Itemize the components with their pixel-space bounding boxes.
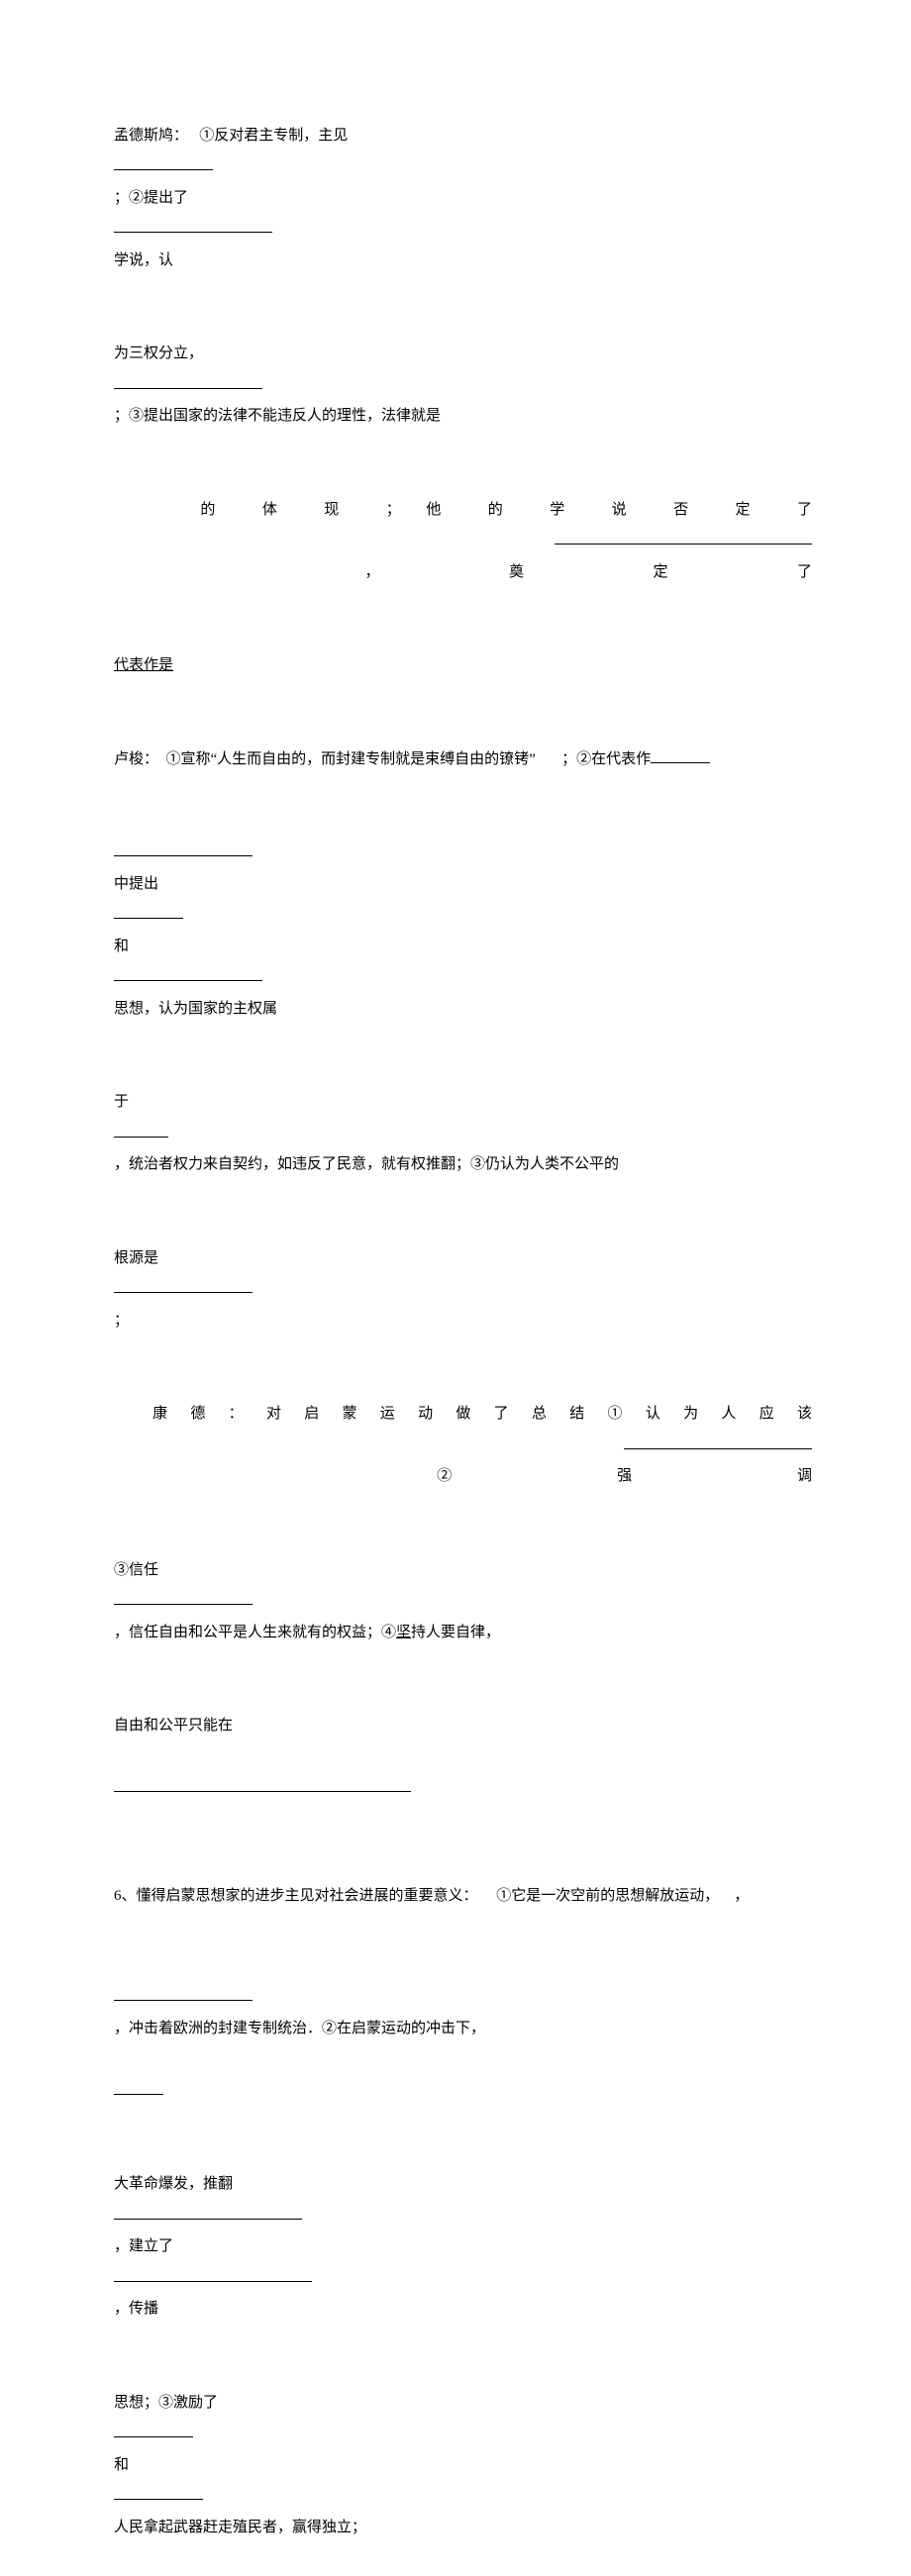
blank [114, 2484, 203, 2500]
blank [114, 2204, 302, 2220]
paragraph: 为三权分立， ；③提出国家的法律不能违反人的理性，法律就是 [99, 308, 812, 464]
paragraph: 孟德斯鸠： ①反对君主专制，主见 ；②提出了 学说，认 [99, 89, 812, 308]
text: ；②提出了 [114, 190, 188, 206]
blank [114, 1985, 253, 2001]
text: 人民拿起武器赶走殖民者，赢得独立； [114, 2520, 366, 2535]
paragraph: 的 体 现 ； 他 的 学 说 否 定 了 ， 奠 定 了 [99, 463, 812, 620]
paragraph: 大革命爆发，推翻 ，建立了 ，传播 [99, 2138, 812, 2357]
text: ③信任 [114, 1562, 158, 1578]
text: 孟德斯鸠： ①反对君主专制，主见 [114, 128, 348, 144]
text: 康 德 ： 对 启 蒙 运 动 做 了 总 结 ① 认 为 人 应 该 [152, 1406, 812, 1422]
paragraph: 卢梭： ①宣称“人生而自由的，而封建专制就是束缚自由的镣铐” ；②在代表作 [99, 713, 812, 807]
blank [114, 1589, 253, 1605]
text: 思想；③激励了 [114, 2395, 218, 2411]
text: 学说，认 [114, 252, 173, 268]
blank [114, 1776, 411, 1792]
paragraph: ，冲击着欧洲的封建专制统治．②在启蒙运动的冲击下， [99, 1951, 812, 2138]
text: 中提出 [114, 876, 158, 892]
text: ；③提出国家的法律不能违反人的理性，法律就是 [114, 408, 441, 424]
paragraph: ③信任 ，信任自由和公平是人生来就有的权益；④坚持人要自律， [99, 1524, 812, 1680]
text: 大革命爆发，推翻 [114, 2176, 233, 2192]
text: 和 [114, 2457, 129, 2473]
blank [114, 373, 262, 389]
text: ，冲击着欧洲的封建专制统治．②在启蒙运动的冲击下， [114, 2021, 485, 2036]
text: 持人要自律， [411, 1625, 500, 1640]
text: ，传播 [114, 2301, 158, 2317]
paragraph: 康 德 ： 对 启 蒙 运 动 做 了 总 结 ① 认 为 人 应 该 ② 强 … [99, 1368, 812, 1525]
question-6: 6、懂得启蒙思想家的进步主见对社会进展的重要意义： ①它是一次空前的思想解放运动… [99, 1849, 812, 1943]
text: ， 奠 定 了 [365, 564, 813, 580]
blank [114, 2266, 312, 2282]
blank [114, 1277, 253, 1293]
blank [114, 903, 183, 919]
paragraph: ④成为人们追求 [99, 2575, 812, 2576]
text: 自由和公平只能在 [114, 1718, 233, 1734]
paragraph: 中提出 和 思想，认为国家的主权属 [99, 807, 812, 1056]
blank [624, 1434, 812, 1449]
blank [114, 1122, 168, 1138]
blank [114, 2079, 163, 2095]
blank [114, 217, 272, 233]
text: ，信任自由和公平是人生来就有的权益；④ [114, 1625, 396, 1640]
blank [114, 2422, 193, 2437]
paragraph: 思想；③激励了 和 人民拿起武器赶走殖民者，赢得独立； [99, 2356, 812, 2575]
paragraph: 代表作是 [99, 620, 812, 714]
text: 根源是 [114, 1250, 158, 1266]
text: ； [114, 1313, 129, 1329]
paragraph: 根源是 ； [99, 1212, 812, 1368]
document-page: 孟德斯鸠： ①反对君主专制，主见 ；②提出了 学说，认 为三权分立， ；③提出国… [0, 0, 911, 2576]
text: 为三权分立， [114, 346, 203, 361]
text: 代表作是 [114, 657, 173, 673]
blank [114, 965, 262, 981]
paragraph: 自由和公平只能在 [99, 1680, 812, 1836]
paragraph: 于 ，统治者权力来自契约，如违反了民意，就有权推翻；③仍认为人类不公平的 [99, 1056, 812, 1213]
text: ，建立了 [114, 2238, 173, 2254]
text: 6、懂得启蒙思想家的进步主见对社会进展的重要意义： ①它是一次空前的思想解放运动… [114, 1888, 749, 1904]
text: 卢梭： ①宣称“人生而自由的，而封建专制就是束缚自由的镣铐” ；②在代表作 [114, 751, 651, 767]
text: 坚 [396, 1625, 411, 1640]
blank [651, 747, 710, 763]
text: 的 体 现 ； 他 的 学 说 否 定 了 [200, 502, 812, 518]
text: 于 [114, 1094, 129, 1110]
blank [114, 841, 253, 856]
blank [114, 154, 213, 170]
text: ② 强 调 [437, 1468, 812, 1484]
text: 和 [114, 939, 129, 954]
blank [555, 529, 812, 545]
text: ，统治者权力来自契约，如违反了民意，就有权推翻；③仍认为人类不公平的 [114, 1156, 619, 1172]
text: 思想，认为国家的主权属 [114, 1001, 277, 1017]
